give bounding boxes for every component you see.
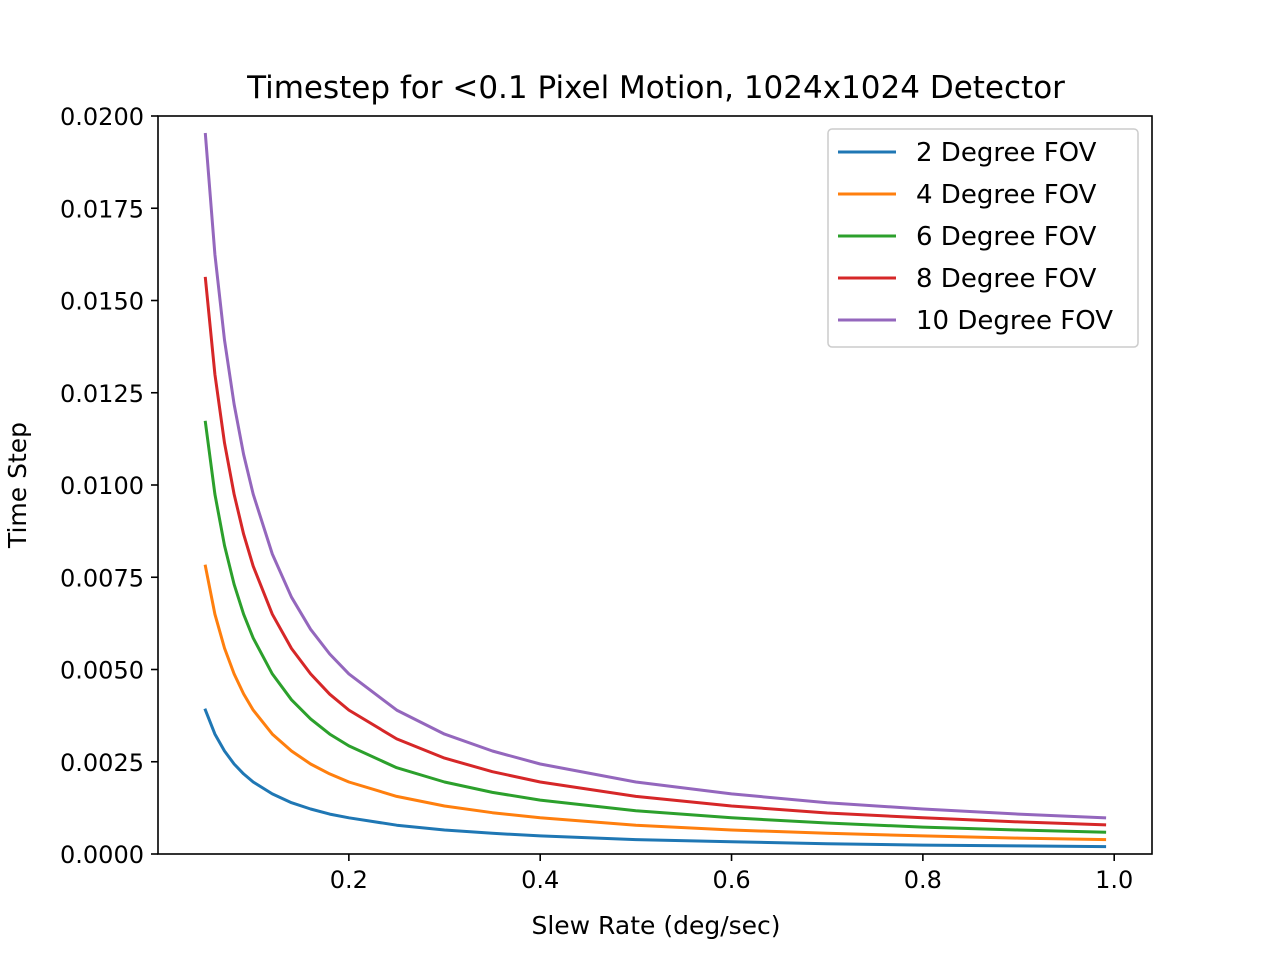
- series-line-3: [203, 420, 1107, 834]
- y-tick-label: 0.0050: [60, 657, 144, 685]
- y-tick-label: 0.0075: [60, 564, 144, 592]
- y-axis: 0.0000 0.0025 0.0050 0.0075 0.0100 0.0125 0.01…: [60, 103, 158, 869]
- y-axis-label: Time Step: [3, 422, 32, 549]
- x-tick-label: 0.4: [521, 866, 559, 894]
- legend-label-2: 4 Degree FOV: [916, 180, 1097, 210]
- y-tick-label: 0.0125: [60, 380, 144, 408]
- legend-label-1: 2 Degree FOV: [916, 138, 1097, 168]
- chart-title: Timestep for <0.1 Pixel Motion, 1024x102…: [246, 70, 1065, 106]
- series-line-2: [203, 564, 1107, 842]
- y-tick-label: 0.0025: [60, 749, 144, 777]
- x-tick-label: 0.6: [712, 866, 750, 894]
- plot-series-group: [203, 132, 1107, 849]
- series-line-5: [203, 132, 1107, 820]
- series-line-1: [203, 708, 1107, 849]
- y-tick-label: 0.0175: [60, 195, 144, 223]
- legend: 2 Degree FOV 4 Degree FOV 6 Degree FOV 8 De…: [827, 128, 1139, 348]
- legend-label-4: 8 Degree FOV: [916, 264, 1097, 294]
- x-axis: 0.2 0.4 0.6 0.8 1.0: [330, 854, 1133, 894]
- y-tick-label: 0.0100: [60, 472, 144, 500]
- x-tick-label: 0.8: [904, 866, 942, 894]
- y-tick-label: 0.0150: [60, 288, 144, 316]
- x-axis-label: Slew Rate (deg/sec): [531, 911, 780, 940]
- x-tick-label: 1.0: [1095, 866, 1133, 894]
- series-line-4: [203, 276, 1107, 827]
- y-tick-label: 0.0200: [60, 103, 144, 131]
- y-tick-label: 0.0000: [60, 841, 144, 869]
- legend-label-3: 6 Degree FOV: [916, 222, 1097, 252]
- legend-box: [827, 128, 1139, 348]
- x-tick-label: 0.2: [330, 866, 368, 894]
- legend-label-5: 10 Degree FOV: [916, 306, 1113, 336]
